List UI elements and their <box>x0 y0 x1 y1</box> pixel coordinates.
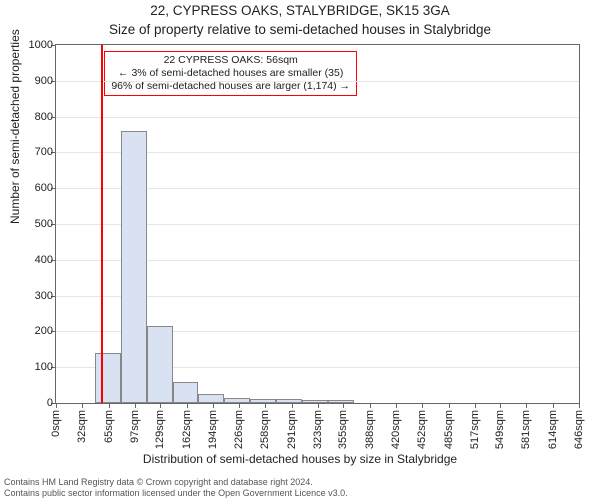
xtick-label: 32sqm <box>76 410 88 443</box>
footer-line1: Contains HM Land Registry data © Crown c… <box>4 477 348 487</box>
xtick-mark <box>292 403 293 408</box>
xtick-label: 226sqm <box>233 410 245 449</box>
histogram-chart: 22 CYPRESS OAKS: 56sqm ← 3% of semi-deta… <box>55 44 580 404</box>
xtick-mark <box>187 403 188 408</box>
ytick-label: 600 <box>13 182 53 194</box>
histogram-bar <box>328 400 354 403</box>
xtick-label: 323sqm <box>312 410 324 449</box>
xtick-mark <box>56 403 57 408</box>
xtick-label: 129sqm <box>154 410 166 449</box>
ytick-label: 300 <box>13 290 53 302</box>
xtick-label: 194sqm <box>207 410 219 449</box>
gridline <box>56 117 579 118</box>
xtick-label: 355sqm <box>337 410 349 449</box>
annotation-line1: 22 CYPRESS OAKS: 56sqm <box>111 54 350 67</box>
xtick-mark <box>579 403 580 408</box>
histogram-bar <box>147 326 173 403</box>
xtick-mark <box>370 403 371 408</box>
ytick-label: 800 <box>13 111 53 123</box>
annotation-line2: ← 3% of semi-detached houses are smaller… <box>111 67 350 80</box>
ytick-label: 500 <box>13 218 53 230</box>
xtick-label: 517sqm <box>469 410 481 449</box>
ytick-label: 400 <box>13 254 53 266</box>
xtick-label: 485sqm <box>443 410 455 449</box>
xtick-mark <box>318 403 319 408</box>
xtick-label: 549sqm <box>494 410 506 449</box>
xtick-mark <box>265 403 266 408</box>
gridline <box>56 81 579 82</box>
xtick-label: 388sqm <box>364 410 376 449</box>
ytick-label: 700 <box>13 146 53 158</box>
xtick-mark <box>422 403 423 408</box>
xtick-label: 258sqm <box>259 410 271 449</box>
xtick-mark <box>109 403 110 408</box>
page-title-line2: Size of property relative to semi-detach… <box>0 22 600 37</box>
ytick-label: 900 <box>13 75 53 87</box>
ytick-label: 0 <box>13 397 53 409</box>
histogram-bar <box>95 353 121 403</box>
xtick-mark <box>500 403 501 408</box>
ytick-label: 100 <box>13 361 53 373</box>
xtick-mark <box>160 403 161 408</box>
xtick-mark <box>82 403 83 408</box>
xtick-mark <box>475 403 476 408</box>
xtick-label: 65sqm <box>103 410 115 443</box>
page-title-line1: 22, CYPRESS OAKS, STALYBRIDGE, SK15 3GA <box>0 3 600 18</box>
xtick-label: 420sqm <box>390 410 402 449</box>
xtick-label: 97sqm <box>129 410 141 443</box>
histogram-bar <box>121 131 147 403</box>
xtick-mark <box>343 403 344 408</box>
annotation-line3: 96% of semi-detached houses are larger (… <box>111 80 350 93</box>
xtick-label: 581sqm <box>520 410 532 449</box>
xtick-label: 162sqm <box>181 410 193 449</box>
xtick-mark <box>553 403 554 408</box>
ytick-label: 1000 <box>13 39 53 51</box>
xtick-label: 291sqm <box>286 410 298 449</box>
histogram-bar <box>302 400 328 403</box>
histogram-bar <box>198 394 224 403</box>
histogram-bar <box>276 399 302 403</box>
histogram-bar <box>173 382 199 403</box>
histogram-bar <box>250 399 276 403</box>
histogram-bar <box>224 398 250 403</box>
xtick-label: 646sqm <box>573 410 585 449</box>
xtick-label: 0sqm <box>50 410 62 437</box>
xtick-mark <box>135 403 136 408</box>
y-axis-label: Number of semi-detached properties <box>8 29 22 224</box>
xtick-mark <box>526 403 527 408</box>
xtick-label: 614sqm <box>547 410 559 449</box>
xtick-mark <box>396 403 397 408</box>
x-axis-label: Distribution of semi-detached houses by … <box>0 452 600 466</box>
xtick-label: 452sqm <box>416 410 428 449</box>
xtick-mark <box>239 403 240 408</box>
footer-line2: Contains public sector information licen… <box>4 488 348 498</box>
ytick-label: 200 <box>13 325 53 337</box>
xtick-mark <box>213 403 214 408</box>
footer-attribution: Contains HM Land Registry data © Crown c… <box>4 477 348 498</box>
annotation-box: 22 CYPRESS OAKS: 56sqm ← 3% of semi-deta… <box>104 51 357 96</box>
xtick-mark <box>449 403 450 408</box>
property-marker-line <box>101 45 103 403</box>
